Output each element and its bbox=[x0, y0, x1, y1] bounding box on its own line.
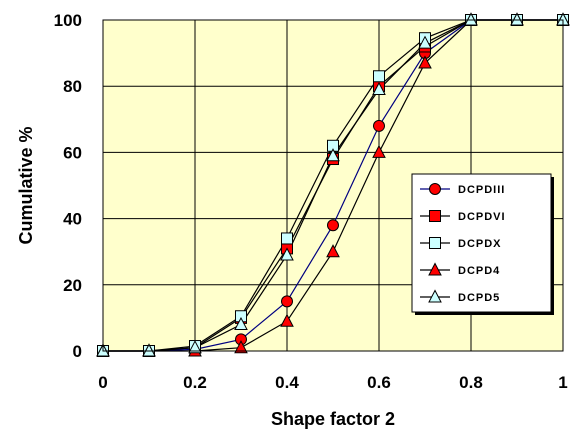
data-point-dcpd5 bbox=[510, 12, 524, 26]
data-point-dcpdiii bbox=[281, 295, 293, 308]
legend-item-dcpdiii: DCPDIII bbox=[420, 183, 505, 196]
x-tick-label: 0.4 bbox=[275, 373, 299, 392]
data-point-dcpd5 bbox=[280, 247, 294, 261]
legend-marker bbox=[429, 237, 441, 249]
x-tick-label: 0.6 bbox=[367, 373, 391, 392]
data-point-dcpdiii bbox=[373, 119, 385, 132]
legend-marker bbox=[428, 289, 442, 303]
x-tick-label: 0.2 bbox=[183, 373, 207, 392]
y-tick-label: 100 bbox=[54, 11, 82, 30]
legend-label: DCPD5 bbox=[458, 292, 500, 304]
data-point-dcpdx bbox=[281, 232, 293, 245]
legend-label: DCPD4 bbox=[458, 265, 500, 277]
legend-item-dcpd5: DCPD5 bbox=[420, 289, 500, 304]
x-tick-label: 1 bbox=[558, 373, 567, 392]
x-tick-label: 0 bbox=[98, 373, 107, 392]
data-point-dcpd5 bbox=[188, 340, 202, 354]
legend-label: DCPDIII bbox=[458, 184, 505, 196]
legend-marker bbox=[428, 262, 442, 276]
legend-label: DCPDVI bbox=[458, 211, 506, 223]
plot-frame bbox=[102, 19, 564, 352]
data-point-dcpd5 bbox=[142, 343, 156, 357]
data-point-dcpdiii bbox=[327, 219, 339, 232]
y-axis-title: Cumulative % bbox=[16, 126, 36, 244]
data-point-dcpd4 bbox=[326, 244, 340, 258]
x-tick-label: 0.8 bbox=[459, 373, 483, 392]
data-point-dcpd5 bbox=[234, 316, 248, 331]
data-point-dcpd5 bbox=[326, 148, 340, 162]
x-axis-title: Shape factor 2 bbox=[271, 409, 395, 429]
data-point-dcpd5 bbox=[418, 35, 432, 49]
data-point-dcpd5 bbox=[464, 12, 478, 26]
data-point-dcpd4 bbox=[234, 340, 248, 354]
legend-marker bbox=[429, 210, 441, 222]
tick-labels: 0 0.2 0.4 0.6 0.8 1 0 20 40 60 80 100 bbox=[54, 11, 568, 392]
y-tick-label: 60 bbox=[63, 143, 82, 162]
legend-marker bbox=[429, 183, 441, 195]
legend-item-dcpdx: DCPDX bbox=[420, 237, 502, 250]
data-point-dcpd4 bbox=[418, 55, 432, 69]
data-point-dcpdx bbox=[373, 70, 385, 83]
y-tick-label: 80 bbox=[63, 77, 82, 96]
y-tick-label: 0 bbox=[73, 342, 82, 361]
legend-label: DCPDX bbox=[458, 238, 502, 250]
y-tick-label: 40 bbox=[63, 210, 82, 229]
legend-item-dcpd4: DCPD4 bbox=[420, 262, 500, 277]
data-point-dcpd4 bbox=[280, 313, 294, 327]
legend-item-dcpdvi: DCPDVI bbox=[420, 210, 506, 223]
y-tick-label: 20 bbox=[63, 276, 82, 295]
data-point-dcpd5 bbox=[372, 81, 386, 96]
legend: DCPDIII DCPDVI DCPDX DCPD4 DCPD5 bbox=[411, 173, 554, 315]
data-point-dcpd4 bbox=[372, 144, 386, 158]
